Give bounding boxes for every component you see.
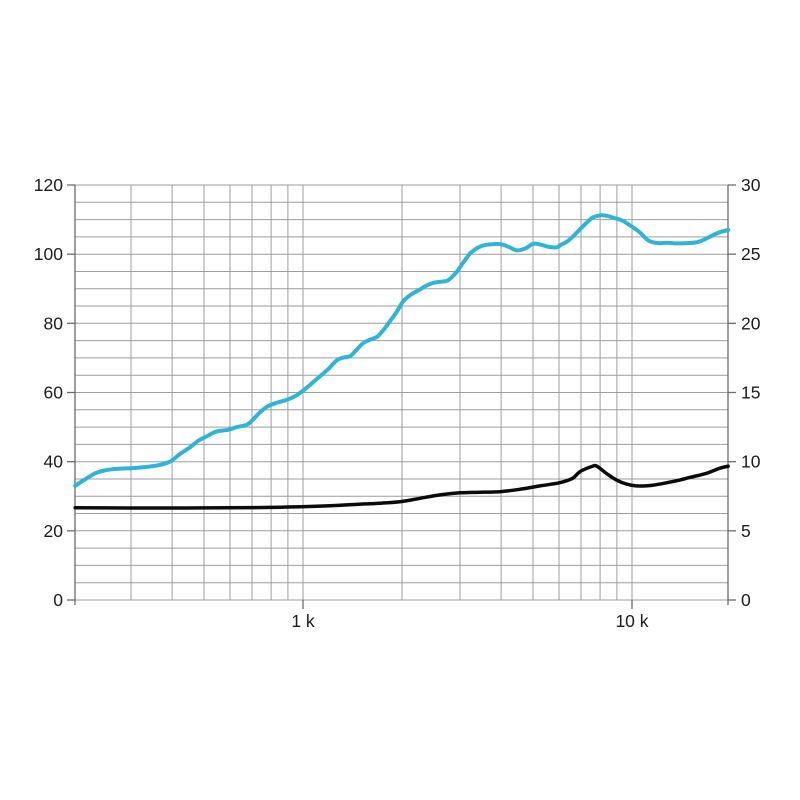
axis-ticks [67,184,736,609]
y-left-tick-label: 100 [34,244,63,264]
y-right-tick-label: 30 [741,175,761,195]
data-curves [73,213,731,510]
impedance-curve [73,463,730,510]
y-right-tick-label: 10 [741,452,761,472]
x-axis-tick-label: 10 k [615,611,648,631]
x-axis-tick-label: 1 k [291,611,315,631]
y-right-tick-label: 25 [741,244,760,264]
y-left-tick-label: 60 [44,383,64,403]
axis-frame [74,185,729,605]
y-right-tick-label: 5 [741,521,751,541]
y-left-tick-label: 80 [44,313,64,333]
y-right-tick-label: 20 [741,313,761,333]
y-left-tick-label: 120 [34,175,63,195]
y-right-tick-label: 15 [741,383,760,403]
grid-lines [75,184,728,601]
spl-response-curve [73,213,731,488]
axis-tick-labels: 0 20 40 60 80 100 120 0 5 10 15 20 25 30 1 k 10 k [34,175,761,631]
y-left-tick-label: 0 [53,590,63,610]
y-right-tick-label: 0 [741,590,751,610]
y-left-tick-label: 20 [44,521,64,541]
y-left-tick-label: 40 [44,452,64,472]
